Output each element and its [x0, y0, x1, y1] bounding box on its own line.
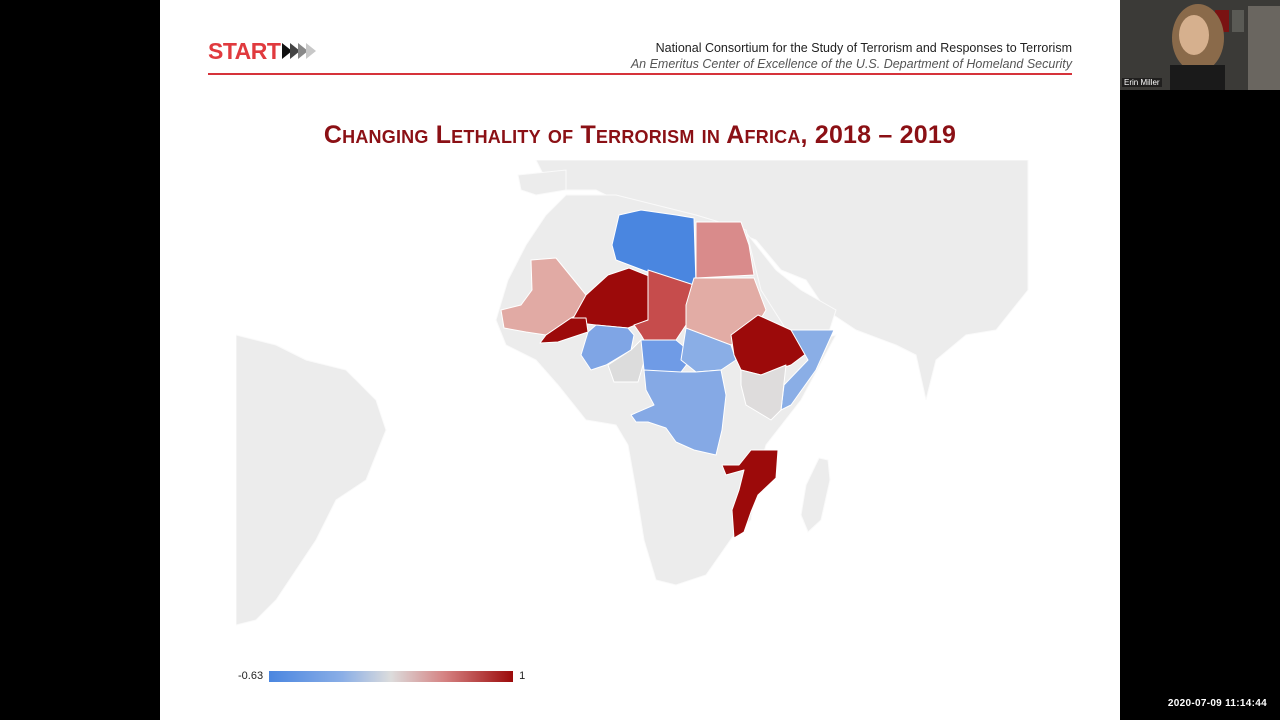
- participant-video-tile[interactable]: Erin Miller: [1120, 0, 1280, 90]
- recording-timestamp: 2020-07-09 11:14:44: [1167, 698, 1267, 709]
- left-black-pane: [0, 0, 160, 720]
- region-egypt: [695, 221, 755, 279]
- org-subtitle: An Emeritus Center of Excellence of the …: [630, 57, 1072, 71]
- color-legend: -0.63 1: [238, 668, 525, 684]
- region-somalia: [780, 329, 835, 411]
- legend-min-label: -0.63: [238, 670, 264, 682]
- region-kenya: [740, 364, 787, 421]
- header-divider: [208, 73, 1072, 75]
- land-madagascar: [800, 457, 831, 533]
- participant-name: Erin Miller: [1122, 78, 1162, 87]
- choropleth-map: [236, 160, 1029, 626]
- start-logo: START: [208, 37, 317, 64]
- land-south-america: [236, 334, 387, 626]
- region-dr-congo: [630, 369, 727, 456]
- legend-max-label: 1: [519, 670, 526, 682]
- right-black-pane: Erin Miller 2020-07-09 11:14:44: [1120, 0, 1280, 720]
- arrows-icon: [282, 43, 317, 59]
- land-iberia: [517, 169, 567, 196]
- presentation-slide: START National Consortium for the Study …: [160, 0, 1120, 720]
- region-mozambique: [721, 449, 779, 539]
- org-name: National Consortium for the Study of Ter…: [655, 41, 1072, 55]
- slide-title: Changing Lethality of Terrorism in Afric…: [323, 121, 957, 149]
- webcam-image: [1120, 0, 1280, 90]
- legend-gradient-bar: [269, 670, 514, 682]
- start-logo-text: START: [208, 37, 281, 64]
